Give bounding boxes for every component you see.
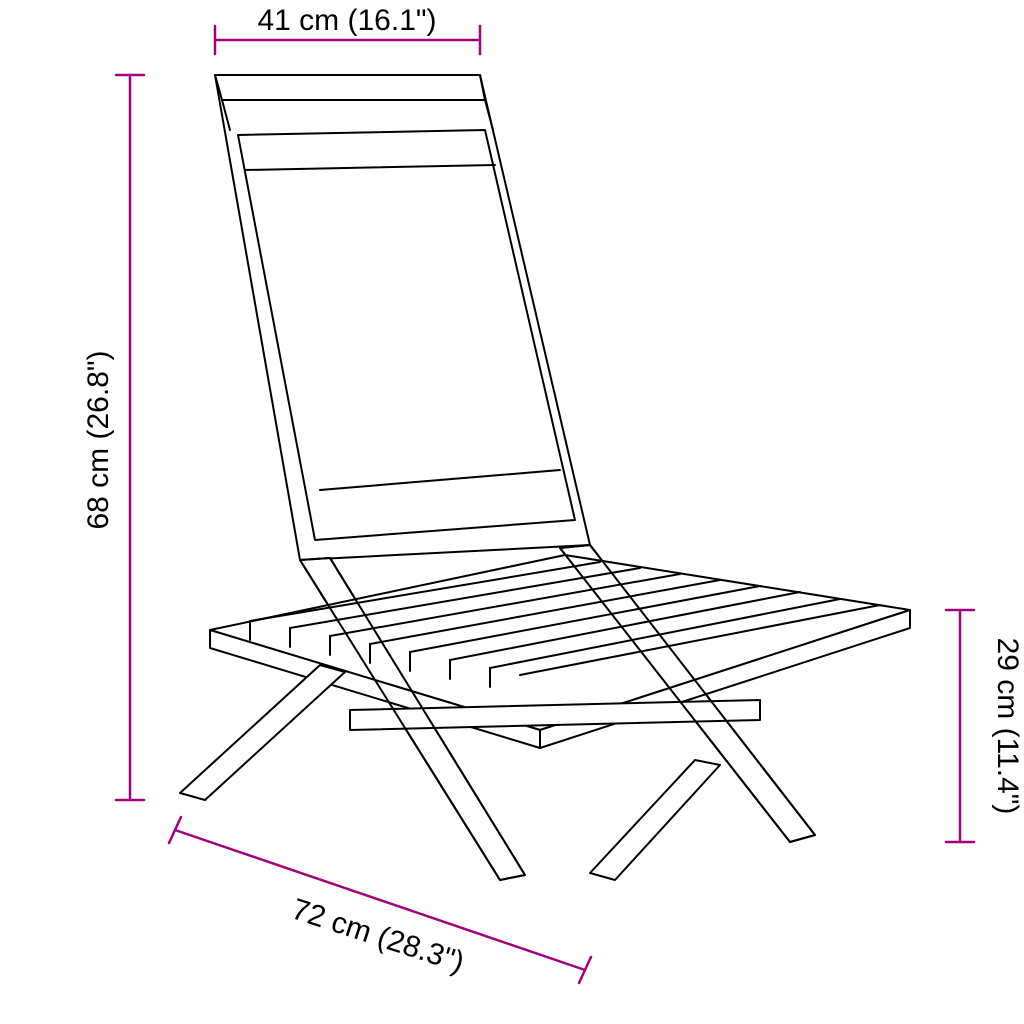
dim-seat-height [946, 610, 974, 842]
dim-depth-label: 72 cm (28.3") [288, 893, 469, 980]
chair-outline [180, 75, 910, 880]
dim-width-label: 41 cm (16.1") [257, 4, 436, 37]
dim-seat-height-label: 29 cm (11.4") [991, 638, 1024, 815]
dim-depth [169, 817, 591, 983]
dim-height [116, 75, 144, 800]
chair-dimension-diagram: 41 cm (16.1") 68 cm (26.8") 72 cm (28.3"… [0, 0, 1024, 1024]
dim-height-label: 68 cm (26.8") [82, 350, 115, 529]
